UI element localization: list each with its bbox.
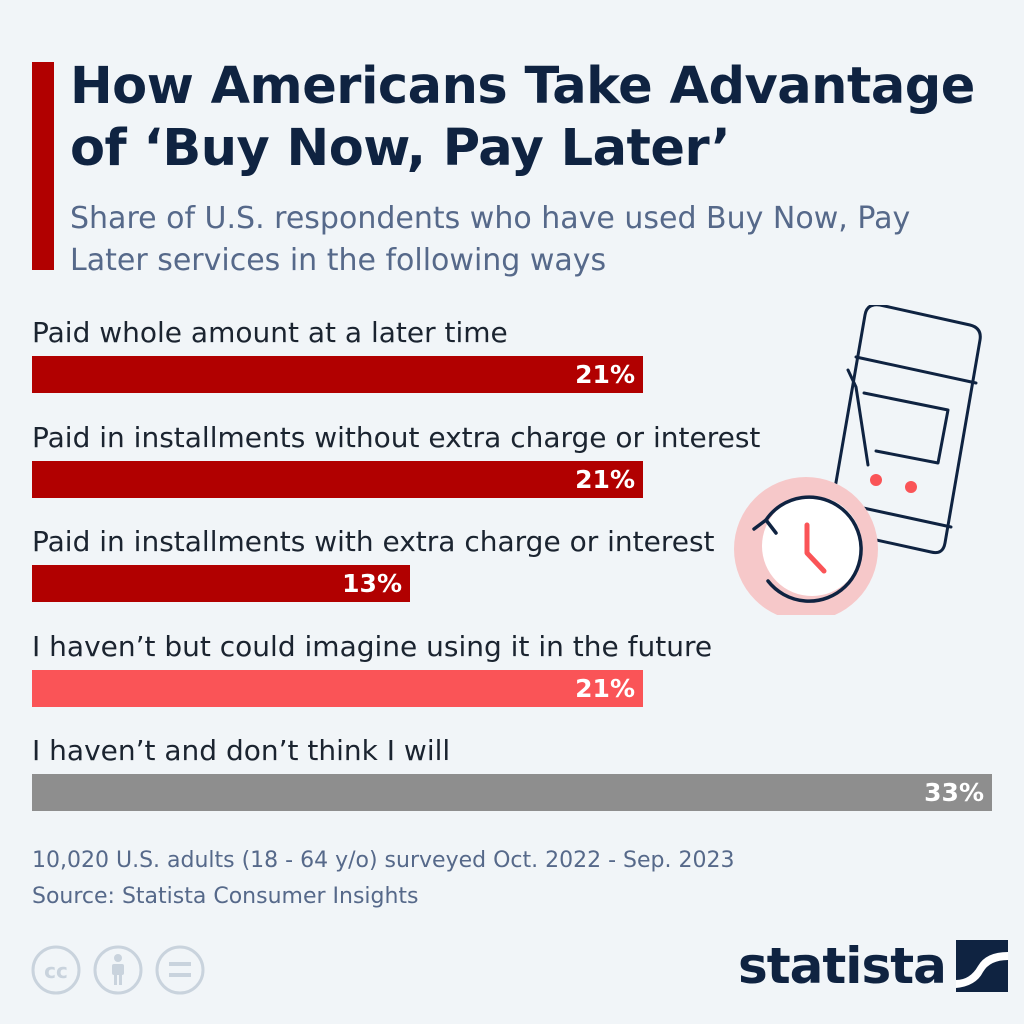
license-icons: cc — [31, 945, 205, 995]
bar-label: Paid in installments without extra charg… — [32, 420, 761, 454]
chart-subtitle: Share of U.S. respondents who have used … — [70, 201, 911, 278]
no-derivatives-icon[interactable] — [155, 945, 205, 995]
statista-wordmark: statista — [738, 937, 947, 995]
svg-text:cc: cc — [44, 959, 68, 983]
smartphone-shopping-cart-icon — [828, 305, 982, 555]
bar: 21% — [32, 356, 643, 393]
source-note: Source: Statista Consumer Insights — [32, 884, 419, 909]
bar: 33% — [32, 774, 992, 811]
attribution-icon[interactable] — [93, 945, 143, 995]
bar-label: I haven’t and don’t think I will — [32, 734, 451, 767]
cart-wheel-left — [870, 474, 882, 486]
bar-value-label: 33% — [924, 778, 984, 807]
statista-logo-mark — [955, 940, 1008, 992]
phone-cart-clock-illustration — [734, 305, 982, 615]
bar-value-label: 21% — [575, 673, 635, 703]
bar-value-label: 13% — [342, 569, 402, 598]
bar: 21% — [32, 460, 643, 498]
statista-logo[interactable]: statista — [738, 936, 1008, 996]
chart-title: How Americans Take Advantage of ‘Buy Now… — [70, 57, 975, 178]
bar-value-label: 21% — [575, 464, 635, 494]
bar-value-label: 21% — [575, 360, 635, 389]
clock-refresh-icon — [734, 477, 878, 615]
bar-label: Paid whole amount at a later time — [32, 316, 508, 349]
bar: 13% — [32, 565, 410, 602]
survey-note: 10,020 U.S. adults (18 - 64 y/o) surveye… — [32, 848, 735, 873]
cart-wheel-right — [905, 481, 917, 493]
title-accent-bar — [32, 62, 54, 270]
bar-label: I haven’t but could imagine using it in … — [32, 629, 713, 663]
cc-license-icon[interactable]: cc — [31, 945, 81, 995]
bar: 21% — [32, 669, 643, 707]
bar-label: Paid in installments with extra charge o… — [32, 525, 715, 558]
